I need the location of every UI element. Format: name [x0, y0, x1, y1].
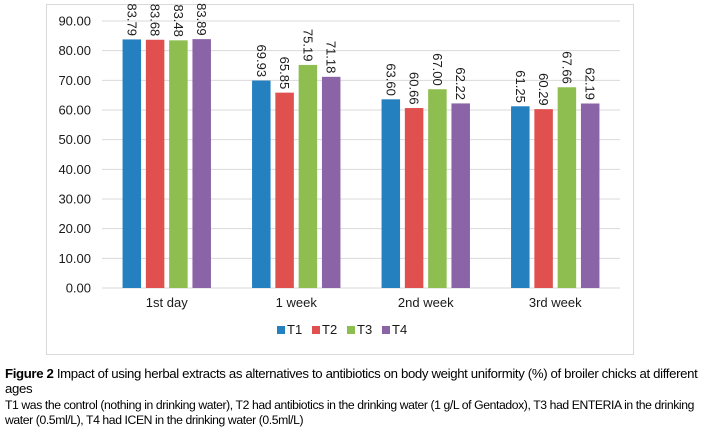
- figure-caption-text: Impact of using herbal extracts as alter…: [5, 366, 698, 396]
- legend-item-t1: T1: [277, 322, 302, 337]
- legend-label: T1: [287, 322, 302, 337]
- legend-swatch: [312, 326, 320, 334]
- y-tick-label: 70.00: [58, 73, 91, 88]
- data-label: 65.85: [277, 57, 292, 90]
- x-tick-label: 1st day: [146, 295, 188, 310]
- legend-item-t3: T3: [347, 322, 372, 337]
- bar-t3: [428, 89, 447, 288]
- bar-t4: [321, 76, 341, 288]
- legend-label: T2: [322, 322, 337, 337]
- x-axis-ticks: 1st day 1 week 2nd week 3rd week: [146, 295, 582, 310]
- legend: T1 T2 T3 T4: [277, 322, 407, 337]
- data-label: 63.60: [383, 63, 398, 96]
- y-tick-label: 80.00: [58, 43, 91, 58]
- data-label: 83.68: [148, 4, 163, 37]
- y-tick-label: 60.00: [58, 103, 91, 118]
- data-label: 62.19: [583, 68, 598, 101]
- figure-label: Figure 2: [5, 366, 54, 381]
- data-label: 67.66: [559, 51, 574, 84]
- legend-swatch: [277, 326, 285, 334]
- bar-t1: [381, 99, 401, 288]
- bar-t4: [451, 103, 470, 288]
- data-label: 83.79: [124, 3, 139, 36]
- bar-chart: 0.00 10.00 20.00 30.00 40.00 50.00 60.00 70.00 8…: [58, 3, 620, 337]
- data-label: 69.93: [254, 45, 269, 78]
- gridlines: [102, 20, 620, 289]
- bars: [122, 39, 600, 289]
- bar-t2: [534, 109, 553, 288]
- figure-note: T1 was the control (nothing in drinking …: [5, 398, 694, 427]
- data-label: 60.66: [407, 72, 422, 105]
- bar-t3: [298, 64, 318, 288]
- y-tick-label: 50.00: [58, 132, 91, 147]
- bar-t3: [169, 40, 188, 288]
- y-tick-label: 10.00: [58, 251, 91, 266]
- y-tick-label: 20.00: [58, 221, 91, 236]
- bar-t1: [511, 106, 530, 289]
- y-axis-ticks: 0.00 10.00 20.00 30.00 40.00 50.00 60.00 70.00 8…: [58, 14, 91, 296]
- x-tick-label: 2nd week: [398, 295, 454, 310]
- y-tick-label: 0.00: [66, 281, 91, 296]
- bar-t2: [145, 39, 165, 289]
- bar-t2: [275, 92, 294, 289]
- x-tick-label: 1 week: [276, 295, 318, 310]
- bar-t2: [404, 108, 424, 289]
- y-tick-label: 90.00: [58, 14, 91, 29]
- bar-t1: [252, 80, 271, 288]
- bar-t1: [122, 39, 142, 288]
- bar-t4: [192, 39, 211, 288]
- data-label: 61.25: [513, 70, 528, 103]
- legend-label: T3: [357, 322, 372, 337]
- legend-item-t2: T2: [312, 322, 337, 337]
- bar-t3: [557, 87, 577, 288]
- y-tick-label: 30.00: [58, 192, 91, 207]
- data-label: 67.00: [430, 53, 445, 86]
- x-tick-label: 3rd week: [529, 295, 582, 310]
- legend-swatch: [382, 326, 390, 334]
- data-label: 83.89: [194, 3, 209, 36]
- data-labels: 83.79 83.68 83.48 83.89 69.93 65.85 75.19 71.18…: [124, 3, 597, 106]
- figure-caption: Figure 2 Impact of using herbal extracts…: [5, 366, 705, 396]
- y-tick-label: 40.00: [58, 162, 91, 177]
- bar-t4: [580, 103, 600, 289]
- data-label: 71.18: [324, 41, 339, 74]
- data-label: 75.19: [300, 29, 315, 62]
- legend-label: T4: [392, 322, 407, 337]
- legend-item-t4: T4: [382, 322, 407, 337]
- legend-swatch: [347, 326, 355, 334]
- data-label: 60.29: [536, 73, 551, 106]
- data-label: 62.22: [453, 67, 468, 100]
- data-label: 83.48: [171, 4, 186, 37]
